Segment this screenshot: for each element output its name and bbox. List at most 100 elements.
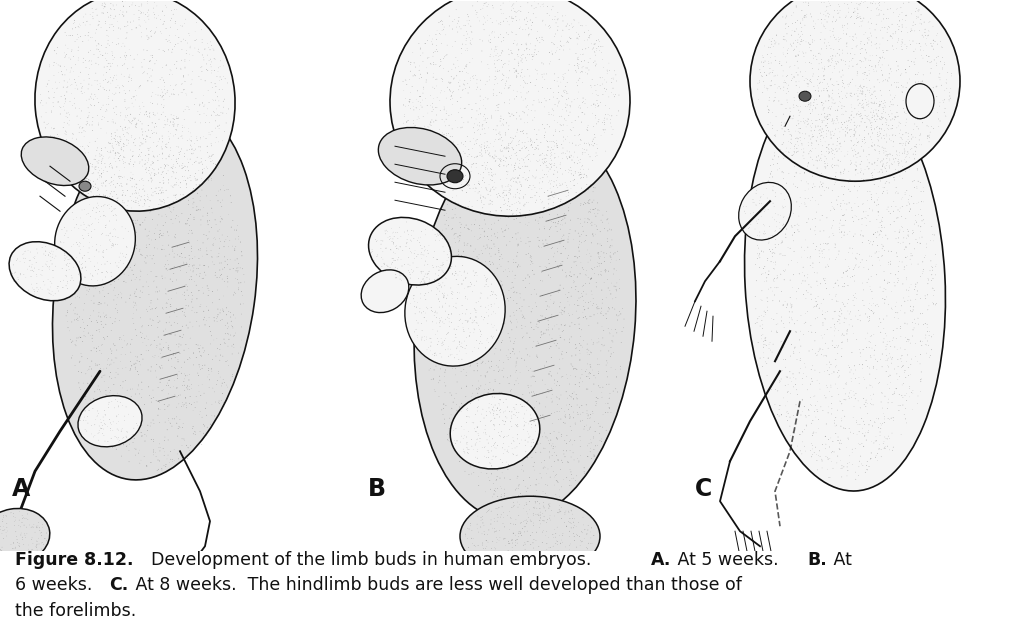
Point xyxy=(124,182,140,192)
Point xyxy=(145,203,162,213)
Point xyxy=(190,72,207,82)
Point xyxy=(152,363,169,373)
Point xyxy=(116,439,132,450)
Point xyxy=(559,146,575,156)
Point xyxy=(559,271,575,281)
Point xyxy=(450,15,466,25)
Point xyxy=(776,267,793,277)
Point xyxy=(564,474,580,484)
Point xyxy=(448,213,464,223)
Point xyxy=(118,0,134,3)
Point xyxy=(83,196,99,206)
Point xyxy=(447,203,463,213)
Point xyxy=(483,331,499,341)
Point xyxy=(834,463,850,473)
Point xyxy=(523,540,539,550)
Point xyxy=(182,333,198,343)
Point xyxy=(49,152,65,162)
Point xyxy=(451,405,468,415)
Point xyxy=(801,76,817,86)
Point xyxy=(856,67,873,77)
Point xyxy=(504,136,521,146)
Point xyxy=(761,34,777,44)
Point xyxy=(42,248,58,258)
Point xyxy=(594,55,611,65)
Point xyxy=(585,338,602,348)
Point xyxy=(97,2,114,12)
Point xyxy=(150,83,167,93)
Point xyxy=(872,53,888,63)
Point xyxy=(582,538,598,549)
Point xyxy=(593,309,610,319)
Point xyxy=(151,200,168,210)
Point xyxy=(185,302,202,312)
Point xyxy=(751,251,767,261)
Point xyxy=(165,182,181,192)
Point xyxy=(815,105,832,115)
Point xyxy=(432,316,448,326)
Point xyxy=(862,398,879,408)
Point xyxy=(787,171,803,182)
Point xyxy=(117,51,133,61)
Point xyxy=(41,93,57,103)
Point xyxy=(203,157,219,167)
Point xyxy=(549,377,566,387)
Point xyxy=(459,224,476,234)
Point xyxy=(478,544,494,554)
Point xyxy=(581,194,597,204)
Point xyxy=(828,360,844,370)
Point xyxy=(513,145,529,156)
Point xyxy=(124,174,140,184)
Point xyxy=(875,77,891,87)
Point xyxy=(841,320,857,330)
Point xyxy=(491,55,507,65)
Point xyxy=(552,248,569,258)
Point xyxy=(151,185,168,196)
Point xyxy=(922,352,938,363)
Point xyxy=(89,10,105,20)
Point xyxy=(861,186,878,196)
Point xyxy=(402,269,418,279)
Point xyxy=(372,264,389,274)
Point xyxy=(520,395,536,405)
Point xyxy=(186,157,203,168)
Point xyxy=(885,325,901,335)
Point xyxy=(11,542,28,552)
Point xyxy=(160,415,176,425)
Point xyxy=(883,100,899,110)
Point xyxy=(121,116,137,126)
Point xyxy=(135,218,151,228)
Point xyxy=(165,117,181,127)
Point xyxy=(109,396,126,406)
Point xyxy=(91,359,107,370)
Point xyxy=(14,532,31,542)
Point xyxy=(130,381,146,391)
Point xyxy=(153,196,170,206)
Point xyxy=(53,67,70,77)
Point xyxy=(387,248,403,258)
Point xyxy=(581,368,597,378)
Point xyxy=(509,565,526,575)
Point xyxy=(506,64,523,74)
Point xyxy=(495,136,512,146)
Point xyxy=(86,251,102,262)
Point xyxy=(883,303,899,313)
Point xyxy=(495,120,512,130)
Point xyxy=(533,330,549,340)
Point xyxy=(488,293,504,304)
Point xyxy=(506,404,523,414)
Point xyxy=(140,145,157,156)
Point xyxy=(464,423,481,433)
Point xyxy=(751,77,767,88)
Point xyxy=(132,81,148,91)
Point xyxy=(913,222,929,232)
Point xyxy=(515,25,531,35)
Point xyxy=(412,267,429,277)
Point xyxy=(493,490,509,500)
Point xyxy=(177,171,193,182)
Point xyxy=(524,1,540,11)
Point xyxy=(854,176,871,186)
Point xyxy=(466,272,483,283)
Point xyxy=(903,354,920,364)
Point xyxy=(435,233,451,243)
